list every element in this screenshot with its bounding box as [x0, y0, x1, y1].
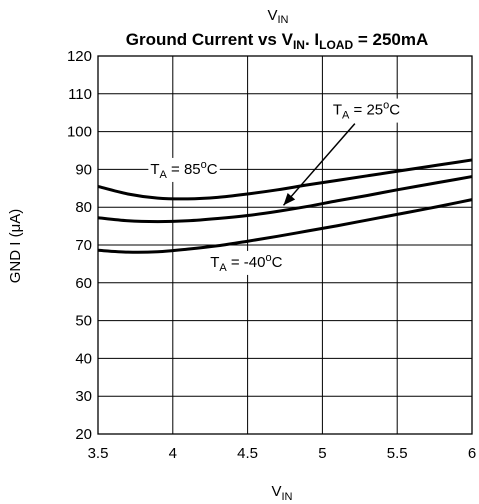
- y-tick-label: 120: [67, 48, 92, 65]
- series-annotation: TA = 25oC: [333, 100, 400, 122]
- plot-frame: [97, 55, 473, 435]
- x-tick-label: 3.5: [88, 445, 109, 462]
- annotation-background: [148, 157, 220, 182]
- chart-title: Ground Current vs VIN. ILOAD = 250mA: [126, 30, 429, 52]
- annotation-background: [330, 98, 403, 123]
- x-tick-label: 5: [318, 445, 326, 462]
- series-line: [97, 198, 473, 254]
- y-tick-label: 20: [75, 426, 92, 443]
- annotation-background: [208, 250, 285, 275]
- title-above-label: VIN: [267, 7, 288, 26]
- y-tick-label: 90: [75, 161, 92, 178]
- y-tick-label: 50: [75, 313, 92, 330]
- plot-area: 3.5 4 4.5 5 5.5 6 20 30 40 50 60 70 80 90 100 110 120 TA …: [67, 48, 476, 462]
- x-tick-label: 5.5: [387, 445, 408, 462]
- x-axis-label: VIN: [271, 483, 292, 503]
- y-tick-label: 60: [75, 275, 92, 292]
- series-annotation: TA = -40oC: [210, 252, 282, 274]
- series-line: [97, 175, 473, 224]
- x-tick-label: 4: [169, 445, 177, 462]
- y-tick-label: 40: [75, 350, 92, 367]
- annotation-arrow-head: [283, 192, 296, 206]
- annotation-arrow-line: [282, 123, 356, 206]
- y-tick-label: 80: [75, 199, 92, 216]
- x-tick-label: 6: [468, 445, 476, 462]
- y-tick-label: 100: [67, 124, 92, 141]
- x-tick-label: 4.5: [237, 445, 258, 462]
- y-tick-label: 110: [68, 86, 92, 103]
- y-axis-label: GND I (μA): [7, 209, 24, 283]
- series-line: [97, 158, 473, 201]
- y-tick-label: 70: [75, 237, 92, 254]
- y-tick-label: 30: [75, 388, 92, 405]
- series-annotation: TA = 85oC: [150, 159, 217, 181]
